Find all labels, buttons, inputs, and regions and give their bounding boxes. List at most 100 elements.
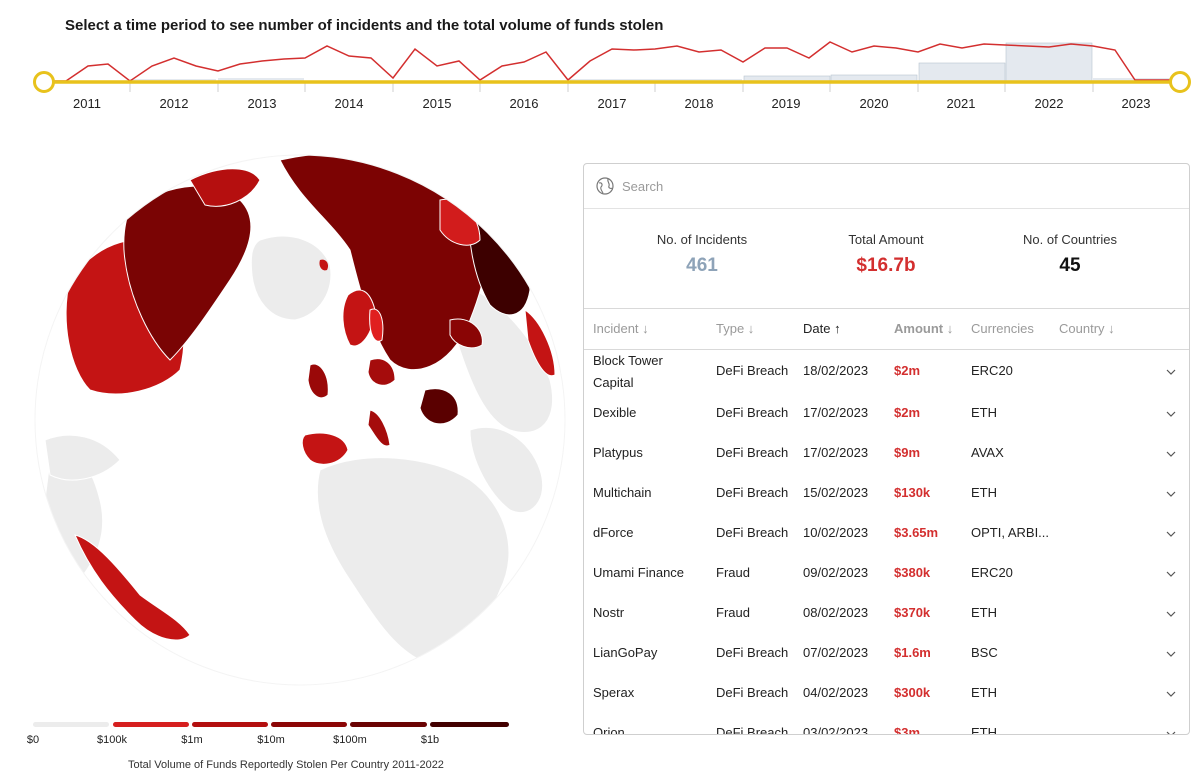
table-row[interactable]: LianGoPay DeFi Breach 07/02/2023 $1.6m B… [584,634,1189,674]
year-label[interactable]: 2019 [771,96,801,111]
cell-currencies: ETH [971,485,997,500]
region-uk [307,363,329,399]
timeline-handle-right[interactable] [1169,71,1191,93]
cell-type: DeFi Breach [716,645,789,660]
header-incident[interactable]: Incident ↓ [593,321,649,336]
region-island [319,259,329,271]
region-finland [369,308,384,342]
legend-swatch [33,722,109,727]
stat-countries: No. of Countries 45 [970,232,1170,277]
cell-type: Fraud [716,605,750,620]
legend-caption: Total Volume of Funds Reportedly Stolen … [128,759,444,771]
header-currencies[interactable]: Currencies [971,321,1034,336]
region-alaska [189,168,261,207]
region-australia [74,534,191,641]
legend-tick: $1m [181,734,203,746]
cell-currencies: ERC20 [971,565,1013,580]
year-label[interactable]: 2021 [946,96,976,111]
legend-swatch [430,722,509,727]
legend-tick: $10m [257,734,285,746]
cell-currencies: ERC20 [971,363,1013,378]
cell-type: Fraud [716,565,750,580]
timeline-brush[interactable]: 2011 2012 2013 2014 2015 2016 2017 2018 … [0,36,1200,116]
cell-currencies: AVAX [971,445,1004,460]
year-label[interactable]: 2013 [247,96,277,111]
cell-date: 15/02/2023 [803,485,869,500]
region-germany [367,358,396,386]
cell-incident: Block Tower Capital [593,353,663,390]
cell-incident: Sperax [593,685,635,700]
cell-amount: $370k [894,605,931,620]
legend-swatch [113,722,189,727]
chevron-down-icon[interactable] [1166,729,1176,735]
year-label[interactable]: 2016 [509,96,539,111]
cell-amount: $3.65m [894,525,939,540]
table-row[interactable]: Orion DeFi Breach 03/02/2023 $3m ETH [584,714,1189,735]
land-greenland [250,235,332,321]
table-row[interactable]: Multichain DeFi Breach 15/02/2023 $130k … [584,474,1189,514]
year-label[interactable]: 2023 [1121,96,1151,111]
table-row[interactable]: Umami Finance Fraud 09/02/2023 $380k ERC… [584,554,1189,594]
cell-incident: LianGoPay [593,645,658,660]
table-row[interactable]: Dexible DeFi Breach 17/02/2023 $2m ETH [584,394,1189,434]
year-label[interactable]: 2011 [73,96,101,111]
chevron-down-icon[interactable] [1166,409,1176,419]
chevron-down-icon[interactable] [1166,609,1176,619]
globe-icon [596,177,614,195]
search-input[interactable] [622,174,1162,198]
stat-label: Total Amount [848,232,924,247]
cell-amount: $130k [894,485,931,500]
year-label[interactable]: 2017 [597,96,627,111]
search-bar [584,164,1189,209]
cell-amount: $3m [894,725,921,735]
table-row[interactable]: dForce DeFi Breach 10/02/2023 $3.65m OPT… [584,514,1189,554]
cell-type: DeFi Breach [716,725,789,735]
header-type[interactable]: Type ↓ [716,321,755,336]
chevron-down-icon[interactable] [1166,529,1176,539]
cell-amount: $380k [894,565,931,580]
chevron-down-icon[interactable] [1166,367,1176,377]
region-turkey [449,318,483,349]
region-spain [301,432,349,465]
year-label[interactable]: 2022 [1034,96,1064,111]
table-header: Incident ↓ Type ↓ Date ↑ Amount ↓ Curren… [584,309,1189,350]
cell-amount: $2m [894,405,921,420]
chevron-down-icon[interactable] [1166,649,1176,659]
header-amount[interactable]: Amount ↓ [894,321,954,336]
year-label[interactable]: 2014 [334,96,364,111]
legend-tick: $100k [97,734,127,746]
table-row[interactable]: Sperax DeFi Breach 04/02/2023 $300k ETH [584,674,1189,714]
region-italy [367,409,391,447]
stat-value: 461 [686,255,718,276]
chevron-down-icon[interactable] [1166,689,1176,699]
year-label[interactable]: 2015 [422,96,452,111]
cell-amount: $300k [894,685,931,700]
cell-date: 03/02/2023 [803,725,869,735]
region-scandinavia [342,289,376,347]
cell-incident: Multichain [593,485,652,500]
year-label[interactable]: 2018 [684,96,714,111]
table-row[interactable]: Nostr Fraud 08/02/2023 $370k ETH [584,594,1189,634]
year-label[interactable]: 2020 [859,96,889,111]
legend-tick: $0 [26,734,40,746]
table-row[interactable]: Block Tower Capital DeFi Breach 18/02/20… [584,350,1189,394]
header-country[interactable]: Country ↓ [1059,321,1115,336]
timeline-handle-left[interactable] [33,71,55,93]
chevron-down-icon[interactable] [1166,489,1176,499]
legend-tick: $1b [420,734,440,746]
chevron-down-icon[interactable] [1166,449,1176,459]
cell-incident: dForce [593,525,634,540]
header-date[interactable]: Date ↑ [803,321,841,336]
cell-incident: Umami Finance [593,565,685,580]
globe-map[interactable] [30,140,570,700]
chevron-down-icon[interactable] [1166,569,1176,579]
map-legend: $0 $100k $1m $10m $100m $1b [26,722,520,772]
table-row[interactable]: Platypus DeFi Breach 17/02/2023 $9m AVAX [584,434,1189,474]
stat-label: No. of Incidents [656,232,748,247]
cell-currencies: ETH [971,405,997,420]
year-label[interactable]: 2012 [159,96,189,111]
timeline-chart [44,41,1180,92]
region-japan [524,308,556,377]
cell-type: DeFi Breach [716,445,789,460]
cell-date: 10/02/2023 [803,525,869,540]
